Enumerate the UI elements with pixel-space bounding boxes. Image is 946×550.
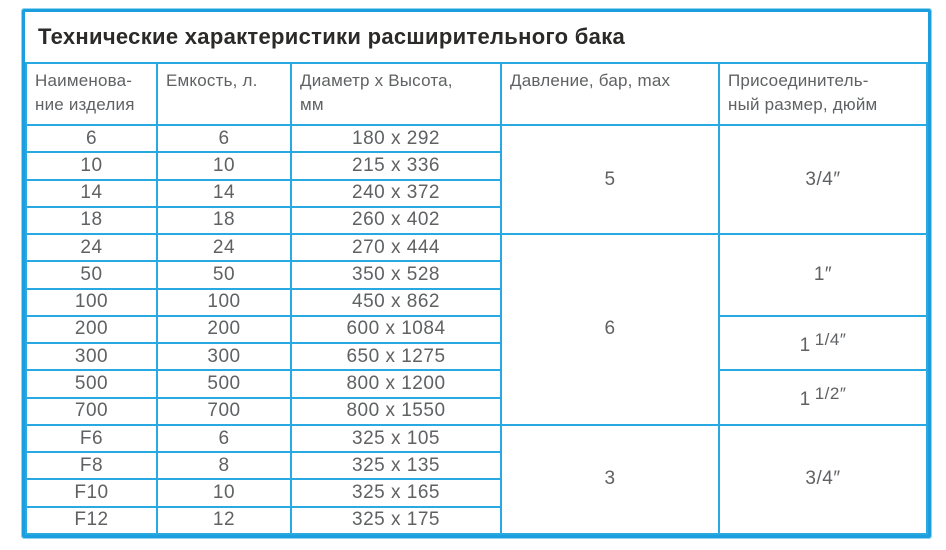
cell-name: F6 bbox=[25, 423, 158, 454]
cell-dimensions: 600 x 1084 bbox=[290, 314, 502, 345]
cell-dimensions: 325 x 135 bbox=[290, 451, 502, 481]
spec-table: Наименова- ние изделия Емкость, л. Диаметр… bbox=[25, 62, 928, 536]
cell-name: 18 bbox=[25, 205, 158, 236]
col-header-name: Наименова- ние изделия bbox=[25, 62, 158, 126]
cell-name: 50 bbox=[25, 260, 158, 290]
cell-name: 14 bbox=[25, 178, 158, 208]
cell-pressure: 3 bbox=[500, 423, 720, 536]
table-row: 500 500 800 x 1200 1 1/2″ bbox=[25, 369, 928, 426]
table-row: 300 300 650 x 1275 bbox=[25, 342, 927, 372]
cell-capacity: 300 bbox=[156, 342, 292, 372]
cell-connection: 3/4″ bbox=[718, 123, 928, 236]
cell-capacity: 200 bbox=[156, 314, 292, 345]
cell-capacity: 14 bbox=[156, 178, 292, 208]
table-row: 24 24 270 x 444 6 1″ bbox=[25, 233, 928, 426]
cell-connection: 3/4″ bbox=[718, 423, 928, 536]
cell-name: F8 bbox=[25, 451, 158, 481]
cell-dimensions: 650 x 1275 bbox=[290, 342, 502, 372]
table-row: F8 8 325 x 135 bbox=[25, 451, 927, 481]
col-header-dimensions: Диаметр x Высота, мм bbox=[290, 62, 502, 126]
cell-name: 300 bbox=[25, 342, 158, 372]
table-row: F12 12 325 x 175 bbox=[25, 505, 927, 536]
spec-table-frame: Технические характеристики расширительно… bbox=[21, 8, 932, 539]
cell-connection: 1″ bbox=[718, 233, 928, 317]
cell-capacity: 10 bbox=[156, 151, 292, 181]
table-row: 700 700 800 x 1550 bbox=[25, 396, 927, 426]
cell-dimensions: 350 x 528 bbox=[290, 260, 502, 290]
connection-size-fraction: 1/4″ bbox=[814, 329, 847, 349]
cell-capacity: 500 bbox=[156, 369, 292, 399]
col-header-capacity: Емкость, л. bbox=[156, 62, 292, 126]
connection-size-base: 1 bbox=[799, 334, 811, 356]
cell-name: 10 bbox=[25, 151, 158, 181]
table-row: F6 6 325 x 105 3 3/4″ bbox=[25, 423, 928, 536]
cell-capacity: 6 bbox=[156, 423, 292, 454]
cell-dimensions: 800 x 1550 bbox=[290, 396, 502, 426]
cell-name: 100 bbox=[25, 287, 158, 317]
connection-size-base: 1 bbox=[799, 389, 811, 411]
cell-capacity: 6 bbox=[156, 123, 292, 154]
cell-dimensions: 215 x 336 bbox=[290, 151, 502, 181]
cell-capacity: 700 bbox=[156, 396, 292, 426]
cell-name: F12 bbox=[25, 505, 158, 536]
cell-dimensions: 800 x 1200 bbox=[290, 369, 502, 399]
cell-capacity: 100 bbox=[156, 287, 292, 317]
cell-connection: 1 1/4″ bbox=[718, 314, 928, 372]
cell-dimensions: 325 x 105 bbox=[290, 423, 502, 454]
cell-dimensions: 180 x 292 bbox=[290, 123, 502, 154]
cell-dimensions: 260 x 402 bbox=[290, 205, 502, 236]
cell-capacity: 12 bbox=[156, 505, 292, 536]
table-row: 10 10 215 x 336 bbox=[25, 151, 927, 181]
table-row: 100 100 450 x 862 bbox=[25, 287, 927, 317]
cell-capacity: 50 bbox=[156, 260, 292, 290]
cell-name: 200 bbox=[25, 314, 158, 345]
table-title: Технические характеристики расширительно… bbox=[38, 24, 626, 49]
table-row: 18 18 260 x 402 bbox=[25, 205, 927, 236]
cell-capacity: 10 bbox=[156, 478, 292, 508]
cell-pressure: 5 bbox=[500, 123, 720, 236]
table-row: F10 10 325 x 165 bbox=[25, 478, 927, 508]
cell-capacity: 8 bbox=[156, 451, 292, 481]
cell-pressure: 6 bbox=[500, 233, 720, 426]
cell-dimensions: 325 x 175 bbox=[290, 505, 502, 536]
table-body: 6 6 180 x 292 5 3/4″ 10 10 215 x 336 14 14 240 x 3… bbox=[25, 123, 928, 536]
cell-name: 500 bbox=[25, 369, 158, 399]
cell-name: 700 bbox=[25, 396, 158, 426]
cell-capacity: 18 bbox=[156, 205, 292, 236]
cell-dimensions: 450 x 862 bbox=[290, 287, 502, 317]
cell-connection: 1 1/2″ bbox=[718, 369, 928, 426]
col-header-connection: Присоединитель- ный размер, дюйм bbox=[718, 62, 928, 126]
cell-dimensions: 270 x 444 bbox=[290, 233, 502, 263]
col-header-pressure: Давление, бар, max bbox=[500, 62, 720, 126]
table-row: 200 200 600 x 1084 1 1/4″ bbox=[25, 314, 928, 372]
header-row: Наименова- ние изделия Емкость, л. Диаметр… bbox=[25, 62, 928, 126]
connection-size-fraction: 1/2″ bbox=[814, 384, 847, 404]
cell-name: 6 bbox=[25, 123, 158, 154]
table-row: 14 14 240 x 372 bbox=[25, 178, 927, 208]
cell-name: 24 bbox=[25, 233, 158, 263]
cell-capacity: 24 bbox=[156, 233, 292, 263]
cell-dimensions: 325 x 165 bbox=[290, 478, 502, 508]
table-row: 6 6 180 x 292 5 3/4″ bbox=[25, 123, 928, 236]
cell-name: F10 bbox=[25, 478, 158, 508]
table-row: 50 50 350 x 528 bbox=[25, 260, 927, 290]
cell-dimensions: 240 x 372 bbox=[290, 178, 502, 208]
